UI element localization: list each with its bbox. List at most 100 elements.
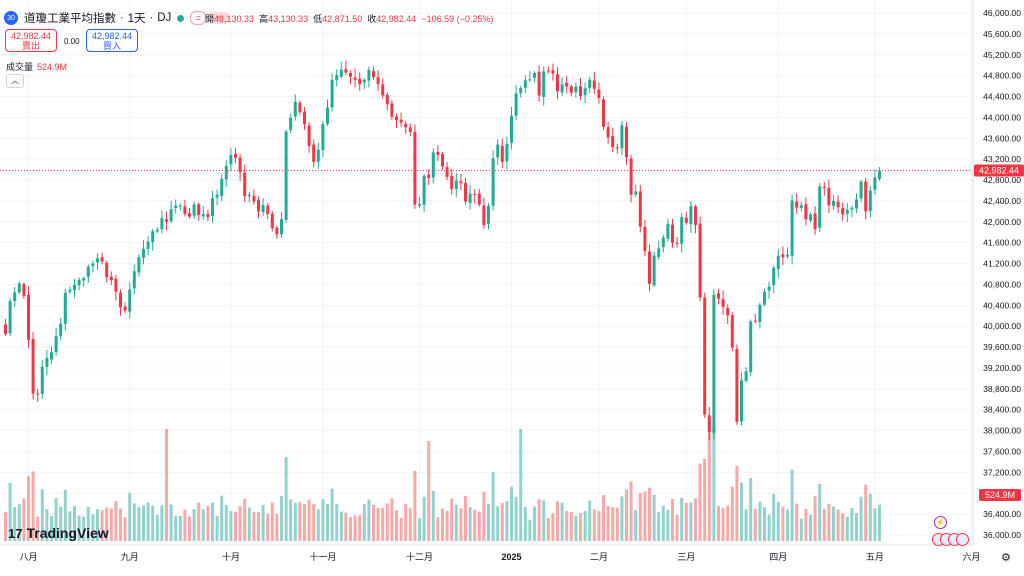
volume-bar bbox=[17, 504, 21, 541]
volume-bar bbox=[8, 482, 12, 541]
volume-bar bbox=[689, 502, 693, 541]
candle-body bbox=[574, 86, 578, 93]
candle-body bbox=[822, 186, 826, 188]
volume-bar bbox=[740, 482, 743, 541]
volume-bar bbox=[537, 499, 541, 541]
candle-body bbox=[86, 266, 90, 277]
gear-icon[interactable]: ⚙ bbox=[1001, 552, 1011, 564]
volume-bar bbox=[703, 458, 707, 541]
volume-bar bbox=[873, 508, 877, 541]
candle-body bbox=[763, 291, 766, 305]
volume-bar bbox=[165, 429, 168, 541]
candle-body bbox=[330, 79, 334, 108]
candle-body bbox=[491, 158, 495, 206]
volume-bar bbox=[634, 510, 638, 541]
candle-body bbox=[395, 116, 398, 121]
symbol-title[interactable]: 道瓊工業平均指數 bbox=[24, 13, 116, 25]
candle-body bbox=[183, 206, 187, 214]
volume-bar bbox=[82, 516, 86, 541]
candle-body bbox=[441, 153, 444, 167]
candle-body bbox=[473, 194, 477, 196]
volume-bar bbox=[86, 507, 90, 541]
symbol-header[interactable]: 30 道瓊工業平均指數 · 1天 · DJ = ≈ bbox=[4, 9, 231, 27]
volume-bar bbox=[855, 512, 858, 541]
tradingview-logo[interactable]: 17 TradingView bbox=[8, 525, 109, 541]
candle-body bbox=[482, 205, 486, 225]
candle-body bbox=[321, 124, 325, 151]
volume-bar bbox=[188, 516, 191, 541]
tradingview-mark-icon: 17 bbox=[8, 525, 23, 541]
volume-bar bbox=[105, 507, 109, 541]
candle-body bbox=[339, 69, 343, 77]
sell-button[interactable]: 42,982.44 賣出 bbox=[5, 29, 57, 52]
wave-indicator-button[interactable]: ≈ bbox=[208, 12, 231, 24]
volume-bar bbox=[638, 492, 642, 541]
change-value: −106.59 (−0.25%) bbox=[421, 14, 494, 24]
volume-bar bbox=[142, 505, 145, 541]
candle-body bbox=[772, 267, 776, 286]
time-tick-label: 十一月 bbox=[309, 551, 336, 562]
time-tick-label: 九月 bbox=[121, 552, 139, 562]
candle-body bbox=[8, 301, 12, 334]
sell-label: 賣出 bbox=[21, 41, 40, 51]
candle-body bbox=[832, 200, 835, 206]
candle-body bbox=[643, 226, 647, 252]
volume-bar bbox=[408, 508, 412, 541]
candle-body bbox=[215, 194, 219, 198]
candle-body bbox=[36, 393, 40, 395]
volume-bar bbox=[795, 503, 799, 541]
volume-indicator-legend[interactable]: 成交量 524.9M bbox=[6, 60, 67, 73]
volume-bar bbox=[454, 504, 458, 541]
candle-body bbox=[841, 207, 845, 215]
volume-bar bbox=[698, 463, 702, 541]
volume-bar bbox=[155, 515, 159, 541]
candlesticks bbox=[4, 60, 881, 440]
volume-bar bbox=[183, 509, 187, 541]
volume-bar bbox=[487, 503, 490, 541]
volume-bar bbox=[160, 505, 164, 541]
candle-body bbox=[459, 181, 463, 184]
close-label: 收 bbox=[367, 14, 377, 24]
volume-bar bbox=[381, 508, 385, 541]
collapse-legend-button[interactable]: ︿ bbox=[6, 74, 24, 88]
candle-body bbox=[638, 191, 642, 227]
candle-body bbox=[13, 292, 17, 301]
event-bolt-icon[interactable]: ⚡ bbox=[934, 516, 947, 529]
price-axis[interactable]: 46,000.00 45,600.00 45,200.00 44,800.00 44,4… bbox=[983, 8, 1021, 540]
candle-body bbox=[128, 289, 132, 312]
last-volume-tag: 524.9M bbox=[979, 489, 1021, 501]
candle-body bbox=[155, 229, 159, 232]
compare-button[interactable]: = bbox=[190, 11, 207, 25]
time-tick-label: 三月 bbox=[677, 552, 695, 562]
candle-body bbox=[100, 257, 104, 262]
volume-bar bbox=[592, 509, 596, 541]
volume-bar bbox=[73, 506, 76, 541]
volume-bar bbox=[312, 503, 316, 541]
candle-body bbox=[661, 237, 665, 247]
candle-body bbox=[293, 101, 297, 117]
buy-button[interactable]: 42,982.44 買入 bbox=[86, 29, 138, 52]
volume-bar bbox=[261, 504, 265, 541]
volume-bar bbox=[850, 507, 854, 541]
volume-bar bbox=[326, 503, 329, 541]
candle-body bbox=[422, 175, 426, 205]
tradingview-wordmark: TradingView bbox=[26, 525, 109, 541]
candle-body bbox=[698, 223, 702, 298]
volume-bar bbox=[744, 509, 748, 541]
event-us-flag-icon[interactable] bbox=[956, 533, 969, 546]
low-value: 42,871.50 bbox=[322, 14, 363, 24]
volume-bar bbox=[289, 499, 293, 541]
time-tick-label: 四月 bbox=[769, 552, 787, 562]
time-axis[interactable]: 八月九月十月十一月十二月2025二月三月四月五月六月七月 bbox=[19, 551, 1024, 562]
volume-bar bbox=[583, 510, 587, 541]
candle-body bbox=[137, 257, 141, 273]
candle-body bbox=[703, 297, 707, 415]
interval-label[interactable]: 1天 bbox=[127, 13, 146, 25]
volume-bar bbox=[372, 504, 375, 541]
buy-price: 42,982.44 bbox=[91, 31, 133, 41]
candle-body bbox=[404, 123, 408, 128]
price-tick-label: 39,200.00 bbox=[983, 363, 1021, 373]
candle-body bbox=[560, 84, 564, 93]
high-value: 43,130.33 bbox=[268, 14, 309, 24]
